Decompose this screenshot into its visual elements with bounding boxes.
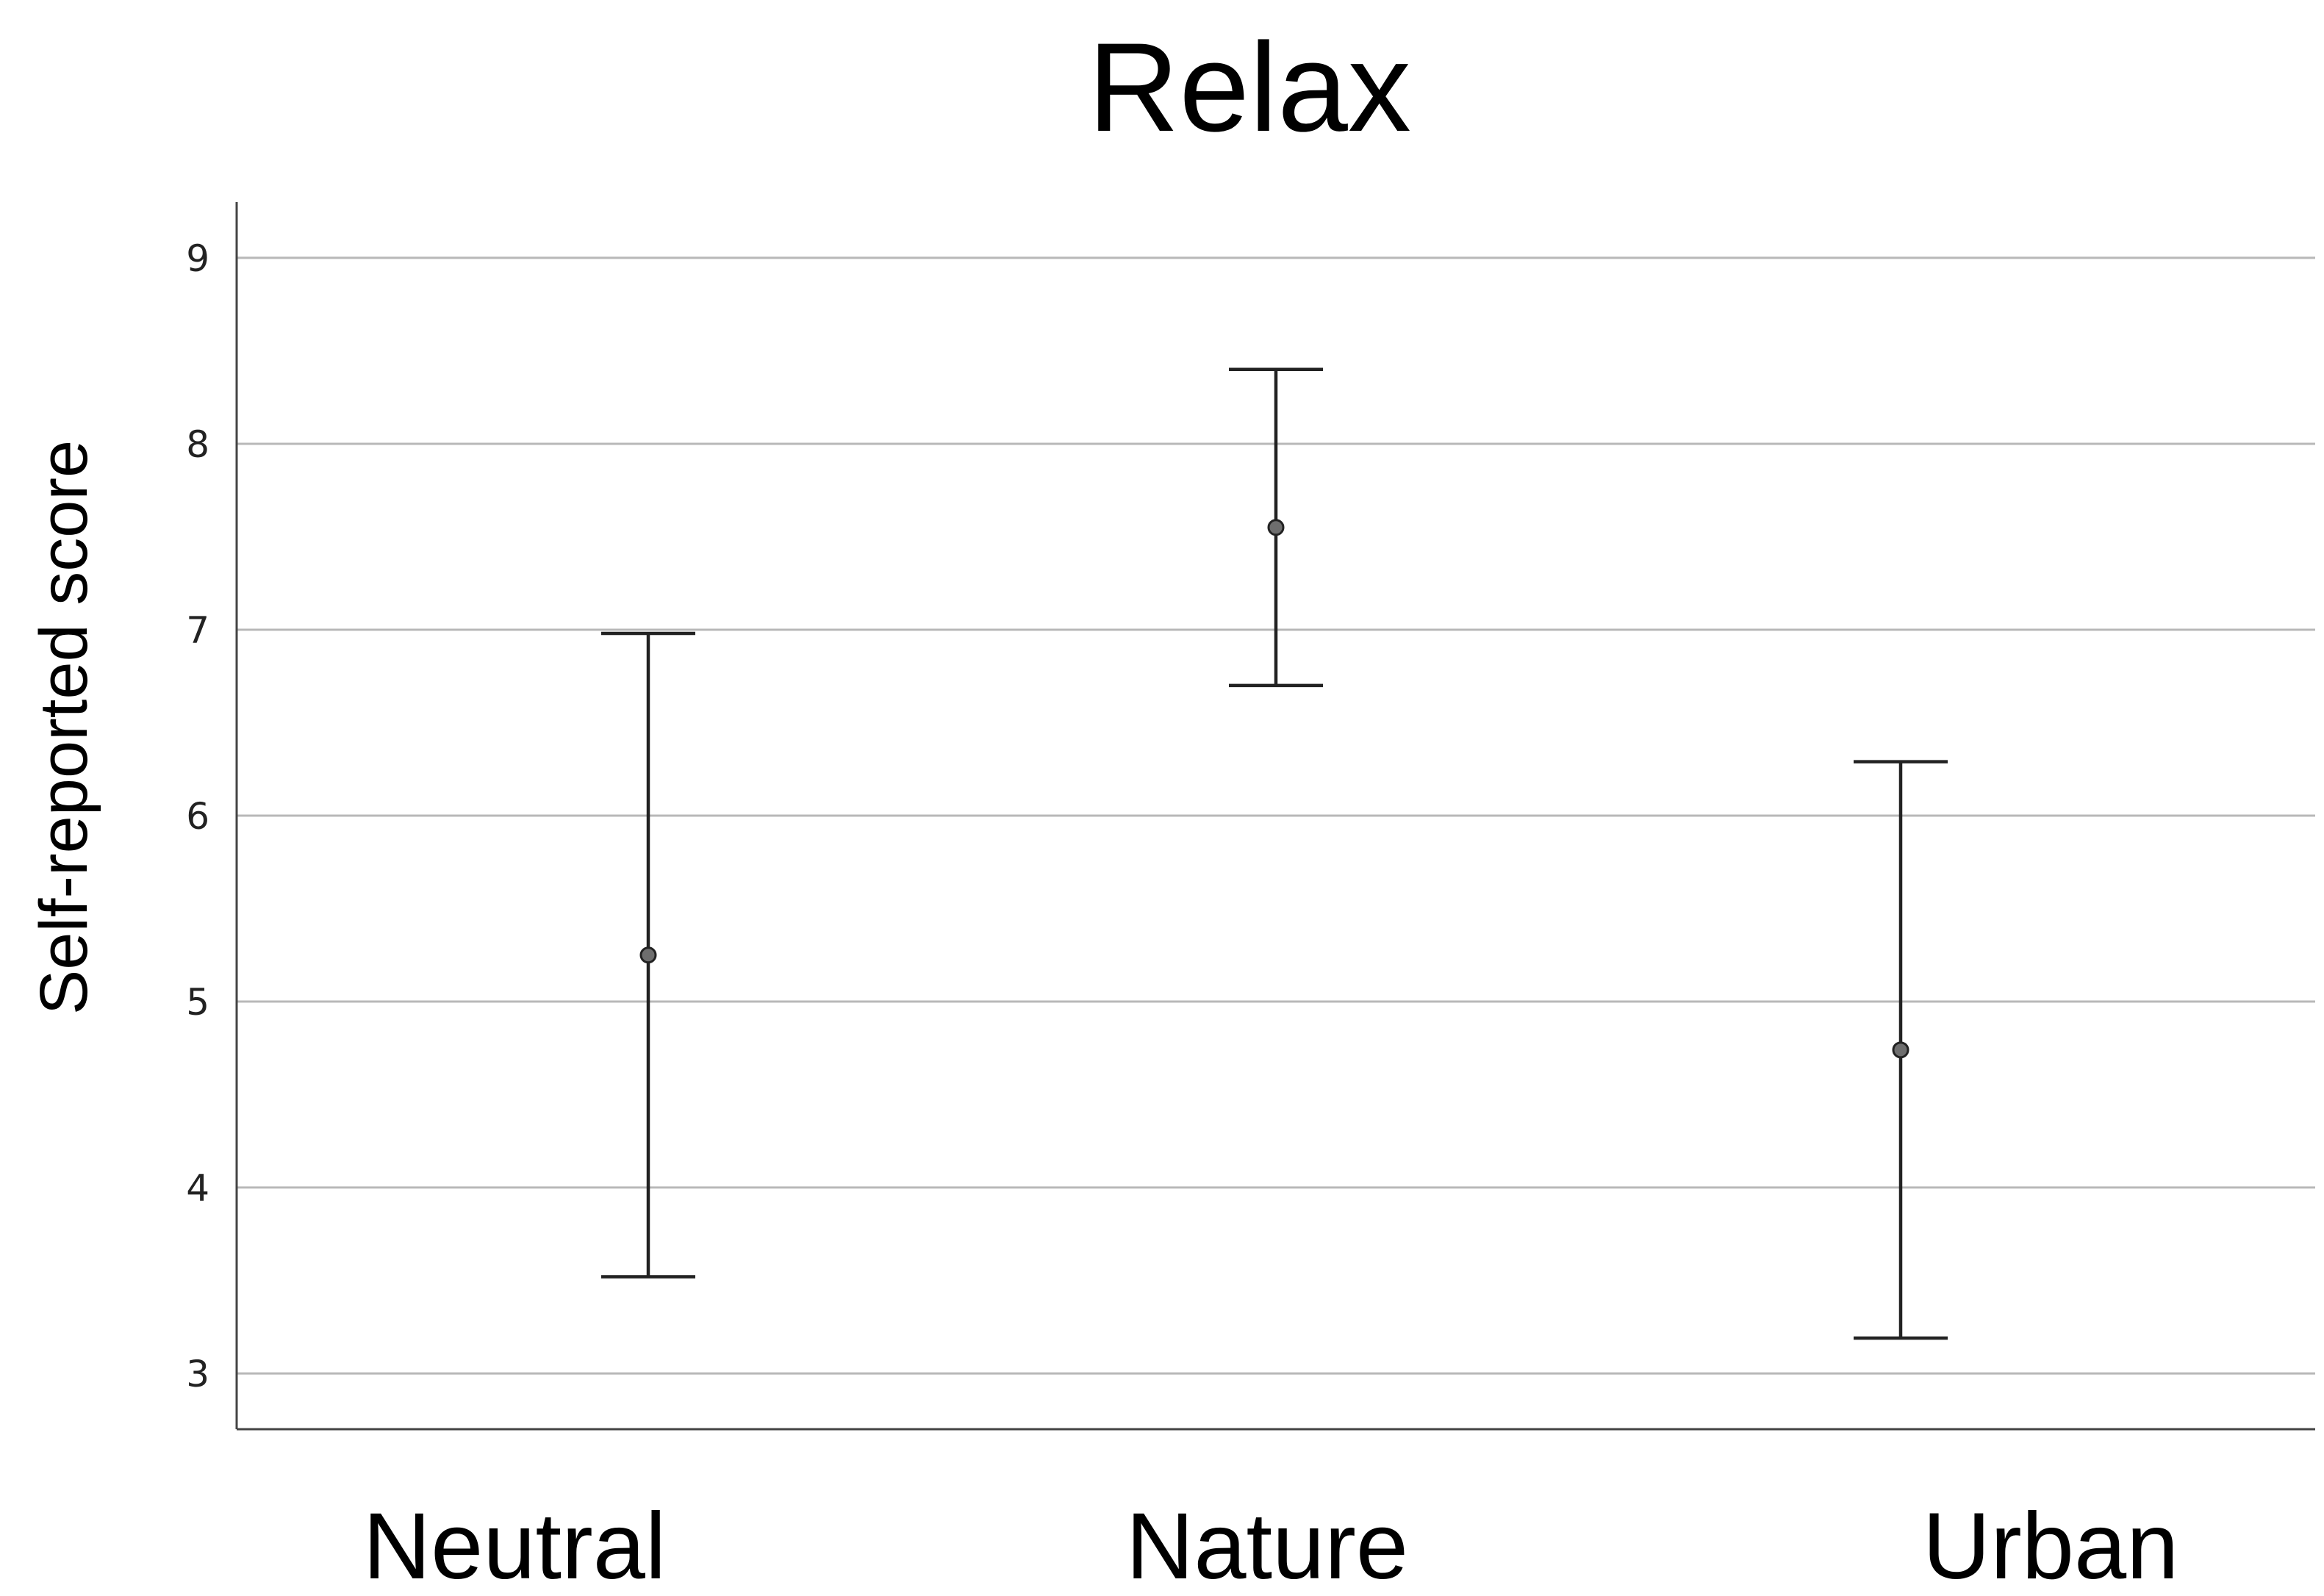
x-tick-label: Neutral bbox=[363, 1494, 667, 1596]
y-tick-label: 9 bbox=[186, 237, 209, 280]
y-axis-label: Self-reported score bbox=[26, 440, 101, 1015]
x-tick-label: Nature bbox=[1126, 1494, 1408, 1596]
y-tick-label: 5 bbox=[186, 981, 209, 1024]
data-point bbox=[639, 946, 657, 964]
errorbar-nature bbox=[1229, 367, 1323, 688]
errorbar-neutral bbox=[601, 631, 695, 1279]
y-tick-label: 4 bbox=[186, 1167, 209, 1209]
errorbar-urban bbox=[1854, 760, 1948, 1340]
data-point bbox=[1267, 519, 1285, 536]
y-tick-label: 8 bbox=[186, 423, 209, 466]
y-tick-label: 7 bbox=[186, 609, 209, 652]
axes bbox=[235, 202, 2315, 1431]
y-tick-label: 6 bbox=[186, 795, 209, 838]
x-tick-labels: Neutral Nature Urban bbox=[363, 1494, 2179, 1596]
data-point bbox=[1892, 1041, 1909, 1059]
x-tick-label: Urban bbox=[1923, 1494, 2179, 1596]
data-marks bbox=[601, 367, 1948, 1340]
y-tick-labels: 3 4 5 6 7 8 9 bbox=[186, 237, 209, 1395]
y-tick-label: 3 bbox=[186, 1353, 209, 1395]
chart-title: Relax bbox=[1088, 17, 1411, 158]
